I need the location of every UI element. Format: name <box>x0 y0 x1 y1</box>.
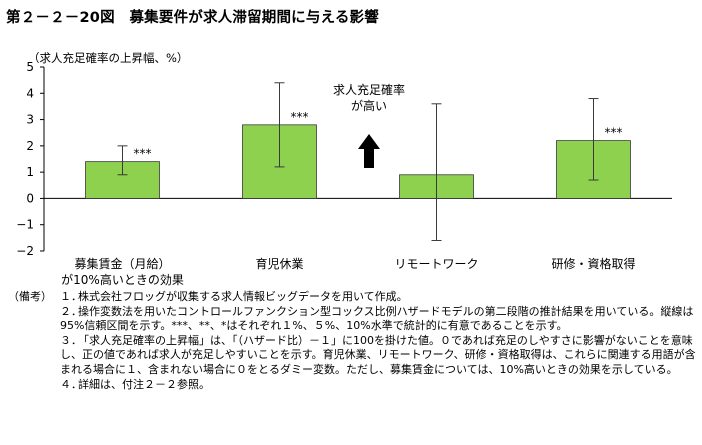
category-labels: 募集賃金（月給）が10%高いときの効果 育児休業 リモートワーク 研修・資格取得 <box>61 256 635 287</box>
significance-labels: *** *** *** <box>134 110 623 161</box>
y-tick-label: 3 <box>26 113 34 127</box>
category-label: リモートワーク <box>394 257 478 271</box>
y-tick-label: 5 <box>26 60 34 74</box>
y-tick-labels: −2 −1 0 1 2 3 4 5 <box>16 60 44 258</box>
error-bars <box>117 82 599 241</box>
note-item: １．株式会社フロッグが収集する求人情報ビッグデータを用いて作成。 <box>60 290 408 303</box>
y-tick-label: −2 <box>16 244 34 258</box>
significance-label: *** <box>291 110 309 124</box>
category-label: 募集賃金（月給） <box>74 256 170 271</box>
y-tick-label: 2 <box>26 139 34 153</box>
category-label: 研修・資格取得 <box>551 256 635 271</box>
bar-chart: （求人充足確率の上昇幅、%） −2 −1 0 1 2 3 4 5 *** *** *** 募集賃金… <box>16 51 672 287</box>
y-tick-label: 0 <box>26 191 34 205</box>
y-tick-label: 1 <box>26 165 34 179</box>
note-item: ３．「求人充足確率の上昇幅」は、「（ハザード比）－１」に100を掛けた値。０であ… <box>60 333 696 376</box>
notes-label: （備考） <box>8 290 52 303</box>
y-axis-label: （求人充足確率の上昇幅、%） <box>28 51 188 65</box>
annotation: 求人充足確率 が高い <box>333 82 405 168</box>
y-tick-label: 4 <box>26 86 34 100</box>
annotation-line-2: が高い <box>351 98 387 113</box>
category-label: 育児休業 <box>255 256 303 271</box>
bars <box>85 124 631 199</box>
notes-block: （備考） １．株式会社フロッグが収集する求人情報ビッグデータを用いて作成。 ２．… <box>8 290 700 392</box>
category-sublabel: が10%高いときの効果 <box>61 272 184 287</box>
notes-list: １．株式会社フロッグが収集する求人情報ビッグデータを用いて作成。 ２．操作変数法… <box>60 290 700 392</box>
significance-label: *** <box>134 147 152 161</box>
notes: （備考） １．株式会社フロッグが収集する求人情報ビッグデータを用いて作成。 ２．… <box>8 290 700 392</box>
annotation-line-1: 求人充足確率 <box>333 82 405 97</box>
note-item: ４．詳細は、付注２－２参照。 <box>60 377 210 391</box>
significance-label: *** <box>605 126 623 140</box>
note-item: ２．操作変数法を用いたコントロールファンクション型コックス比例ハザードモデルの第… <box>60 304 694 333</box>
figure-title: 第２－２－20図 募集要件が求人滞留期間に与える影響 <box>6 10 379 26</box>
y-tick-label: −1 <box>16 218 34 232</box>
up-arrow-icon <box>358 134 380 168</box>
